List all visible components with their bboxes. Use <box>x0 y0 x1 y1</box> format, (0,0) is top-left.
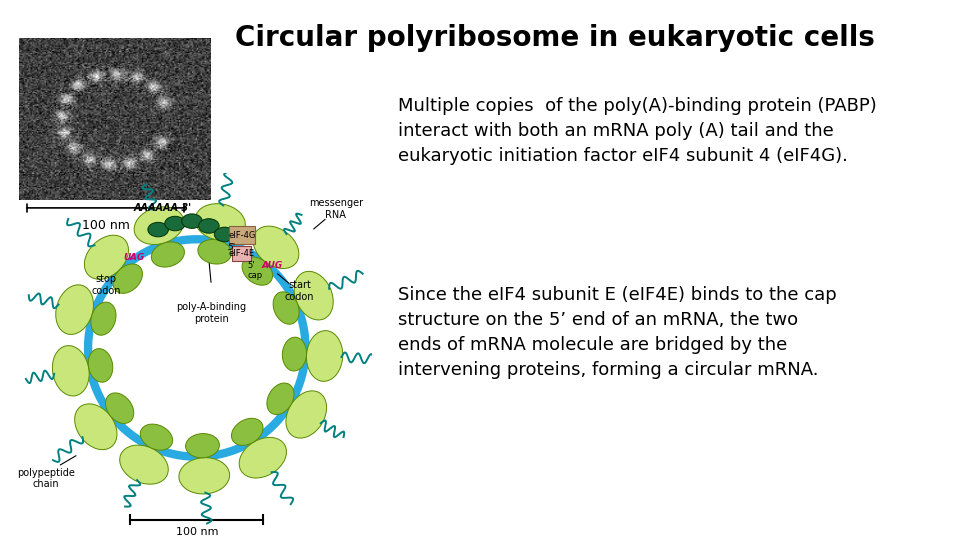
Ellipse shape <box>75 404 117 450</box>
Text: 100 nm: 100 nm <box>82 219 130 232</box>
Ellipse shape <box>253 226 299 268</box>
Text: AUG: AUG <box>261 261 282 271</box>
Ellipse shape <box>120 445 168 484</box>
Text: UAG: UAG <box>123 253 145 262</box>
Ellipse shape <box>185 434 220 458</box>
Text: AAAAAA 3': AAAAAA 3' <box>133 202 192 213</box>
Text: eIF-4E: eIF-4E <box>228 249 254 258</box>
Ellipse shape <box>148 222 168 237</box>
Ellipse shape <box>113 264 142 293</box>
FancyBboxPatch shape <box>229 226 254 244</box>
Text: start
codon: start codon <box>285 280 314 302</box>
Ellipse shape <box>267 383 294 415</box>
Ellipse shape <box>231 418 263 445</box>
FancyBboxPatch shape <box>231 246 252 261</box>
Ellipse shape <box>286 391 326 438</box>
Text: eIF-4G: eIF-4G <box>228 231 255 240</box>
Ellipse shape <box>282 337 306 371</box>
Text: Multiple copies  of the poly(A)-binding protein (PABP)
interact with both an mRN: Multiple copies of the poly(A)-binding p… <box>398 97 877 165</box>
Ellipse shape <box>198 239 231 264</box>
Ellipse shape <box>181 214 203 228</box>
Ellipse shape <box>106 393 133 423</box>
Ellipse shape <box>306 330 343 381</box>
Ellipse shape <box>165 217 185 231</box>
Text: messenger
RNA: messenger RNA <box>309 198 363 220</box>
Ellipse shape <box>199 219 219 233</box>
Ellipse shape <box>179 458 229 494</box>
Text: 100 nm: 100 nm <box>176 527 218 537</box>
Text: polypeptide
chain: polypeptide chain <box>17 468 75 489</box>
Ellipse shape <box>84 235 129 279</box>
Text: stop
codon: stop codon <box>91 274 121 296</box>
Ellipse shape <box>53 346 89 396</box>
Text: poly-A-binding
protein: poly-A-binding protein <box>177 302 247 323</box>
Ellipse shape <box>195 204 246 240</box>
Ellipse shape <box>273 292 300 324</box>
Ellipse shape <box>88 349 112 382</box>
Ellipse shape <box>242 257 273 285</box>
Ellipse shape <box>56 285 93 334</box>
Text: Since the eIF4 subunit E (eIF4E) binds to the cap
structure on the 5’ end of an : Since the eIF4 subunit E (eIF4E) binds t… <box>398 286 837 379</box>
Ellipse shape <box>134 207 183 245</box>
Ellipse shape <box>140 424 173 450</box>
Ellipse shape <box>239 437 286 478</box>
Text: Circular polyribosome in eukaryotic cells: Circular polyribosome in eukaryotic cell… <box>235 24 876 52</box>
Ellipse shape <box>214 227 235 242</box>
Ellipse shape <box>91 302 116 335</box>
Ellipse shape <box>152 242 184 267</box>
Text: 5'
cap: 5' cap <box>248 261 263 280</box>
Ellipse shape <box>294 272 333 320</box>
Text: 5': 5' <box>228 243 236 252</box>
